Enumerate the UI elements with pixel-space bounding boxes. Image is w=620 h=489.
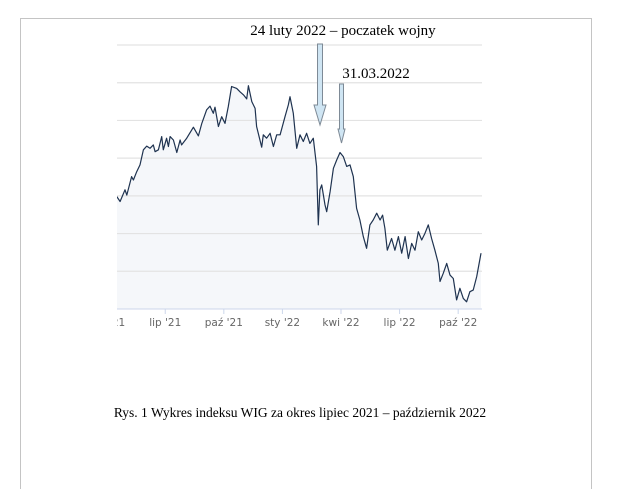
down-arrow-icon — [337, 83, 346, 144]
x-tick-label: sty '22 — [265, 317, 300, 329]
x-tick-label: kwi '21 — [88, 317, 125, 329]
down-arrow-icon — [313, 43, 327, 127]
annotation-arrows — [313, 43, 346, 144]
wig-series-line — [117, 85, 482, 303]
annotation-date: 31.03.2022 — [342, 66, 410, 82]
x-tick-label: paź '21 — [205, 317, 243, 329]
x-tick-label: lip '22 — [384, 317, 416, 329]
annotation-war-start: 24 luty 2022 – poczatek wojny — [250, 23, 436, 39]
area-fill — [117, 85, 481, 309]
x-tick-label: kwi '22 — [322, 317, 359, 329]
x-tick-label: lip '21 — [149, 317, 181, 329]
x-tick-label: paź '22 — [439, 317, 477, 329]
plot-area: kwi '21 lip '21 paź '21 sty '22 kwi '22 lip '… — [88, 44, 482, 329]
wig-chart: kwi '21 lip '21 paź '21 sty '22 kwi '22 lip '… — [88, 23, 482, 329]
figure-caption: Rys. 1 Wykres indeksu WIG za okres lipie… — [113, 405, 487, 420]
